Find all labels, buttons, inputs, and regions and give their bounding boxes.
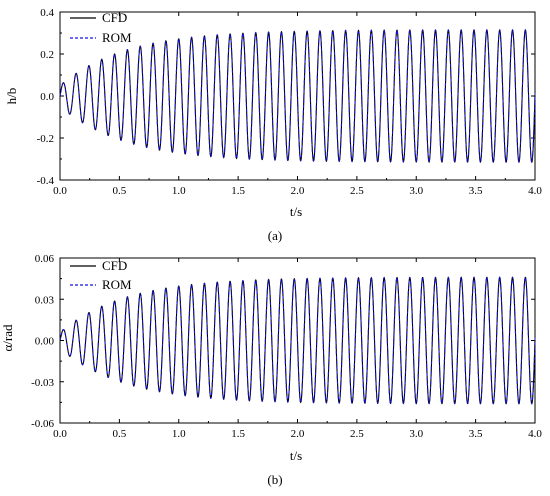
legend-label-cfd-b: CFD: [102, 258, 127, 273]
y-tick-label: -0.4: [37, 175, 55, 187]
plot-area-b: 0.0 0.5 1.0 1.5 2.0 2.5 3.0 3.5 4.0 -0.06 -0.03 0.0…: [31, 253, 542, 440]
x-axis-label-a: t/s: [290, 204, 302, 219]
x-tick-label: 1.0: [172, 185, 186, 197]
x-tick-label: 1.5: [231, 428, 245, 440]
x-tick-label: 3.0: [409, 185, 423, 197]
x-tick-label: 3.5: [469, 185, 483, 197]
legend-label-rom-b: ROM: [102, 277, 132, 292]
x-tick-label: 4.0: [528, 428, 542, 440]
panel-label-b: (b): [267, 472, 282, 487]
x-tick-label: 0.0: [53, 185, 67, 197]
x-tick-label: 3.0: [409, 428, 423, 440]
y-tick-label: 0.06: [35, 253, 55, 265]
y-tick-label: 0.0: [40, 91, 54, 103]
legend-b: CFD ROM: [70, 258, 132, 292]
x-tick-label: 0.5: [113, 185, 127, 197]
chart-panel-a: 0.0 0.5 1.0 1.5 2.0 2.5 3.0 3.5 4.0 -0.4 -0.2 0.0 0.…: [4, 7, 542, 243]
x-axis-label-b: t/s: [290, 448, 302, 463]
legend-a: CFD ROM: [70, 10, 132, 45]
series-line-rom: [59, 28, 536, 163]
x-tick-label: 1.0: [172, 428, 186, 440]
x-tick-label: 0.5: [113, 428, 127, 440]
legend-label-cfd-a: CFD: [102, 10, 127, 25]
x-tick-label: 0.0: [53, 428, 67, 440]
x-tick-label: 3.5: [469, 428, 483, 440]
x-tick-label: 1.5: [231, 185, 245, 197]
series-line-rom: [59, 276, 536, 405]
legend-label-rom-a: ROM: [102, 30, 132, 45]
chart-panel-b: 0.0 0.5 1.0 1.5 2.0 2.5 3.0 3.5 4.0 -0.06 -0.03 0.0…: [0, 253, 542, 487]
x-tick-label: 2.0: [291, 428, 305, 440]
y-axis-label-b: α/rad: [0, 324, 15, 352]
x-tick-label: 2.5: [350, 185, 364, 197]
y-tick-label: -0.03: [31, 377, 54, 389]
y-axis-label-a: h/b: [4, 88, 19, 105]
panel-label-a: (a): [268, 228, 282, 243]
x-tick-label: 2.5: [350, 428, 364, 440]
plot-area-a: 0.0 0.5 1.0 1.5 2.0 2.5 3.0 3.5 4.0 -0.4 -0.2 0.0 0.…: [37, 7, 543, 197]
y-tick-label: 0.2: [40, 49, 54, 61]
x-tick-label: 2.0: [291, 185, 305, 197]
y-tick-label: 0.4: [40, 7, 54, 19]
y-tick-label: 0.03: [35, 294, 55, 306]
y-tick-label: 0.00: [35, 336, 55, 348]
x-tick-label: 4.0: [528, 185, 542, 197]
y-tick-label: -0.06: [31, 418, 54, 430]
y-tick-label: -0.2: [37, 133, 54, 145]
